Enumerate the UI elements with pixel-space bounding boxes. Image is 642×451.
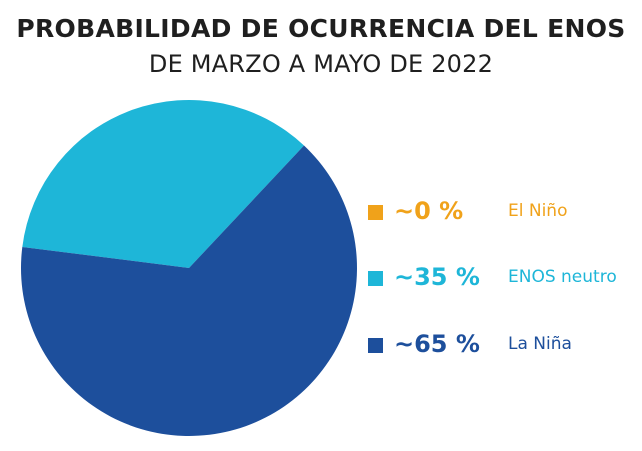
- legend-value-enos-neutro: ~35 %: [394, 263, 480, 291]
- legend-label-enos-neutro: ENOS neutro: [508, 267, 617, 287]
- chart-subtitle: DE MARZO A MAYO DE 2022: [148, 50, 494, 78]
- legend-value-la-nina: ~65 %: [394, 330, 480, 358]
- legend-swatch-enos-neutro: [368, 271, 383, 286]
- legend-swatch-la-nina: [368, 338, 383, 353]
- legend-label-el-nino: El Niño: [508, 201, 568, 221]
- pie-slice-la-nina: [20, 145, 357, 436]
- chart-title: PROBABILIDAD DE OCURRENCIA DEL ENOS: [16, 14, 626, 43]
- pie-slice-enos-neutro: [22, 99, 304, 268]
- legend-swatch-el-nino: [368, 205, 383, 220]
- legend-label-la-nina: La Niña: [508, 334, 572, 354]
- legend-value-el-nino: ~0 %: [394, 197, 464, 225]
